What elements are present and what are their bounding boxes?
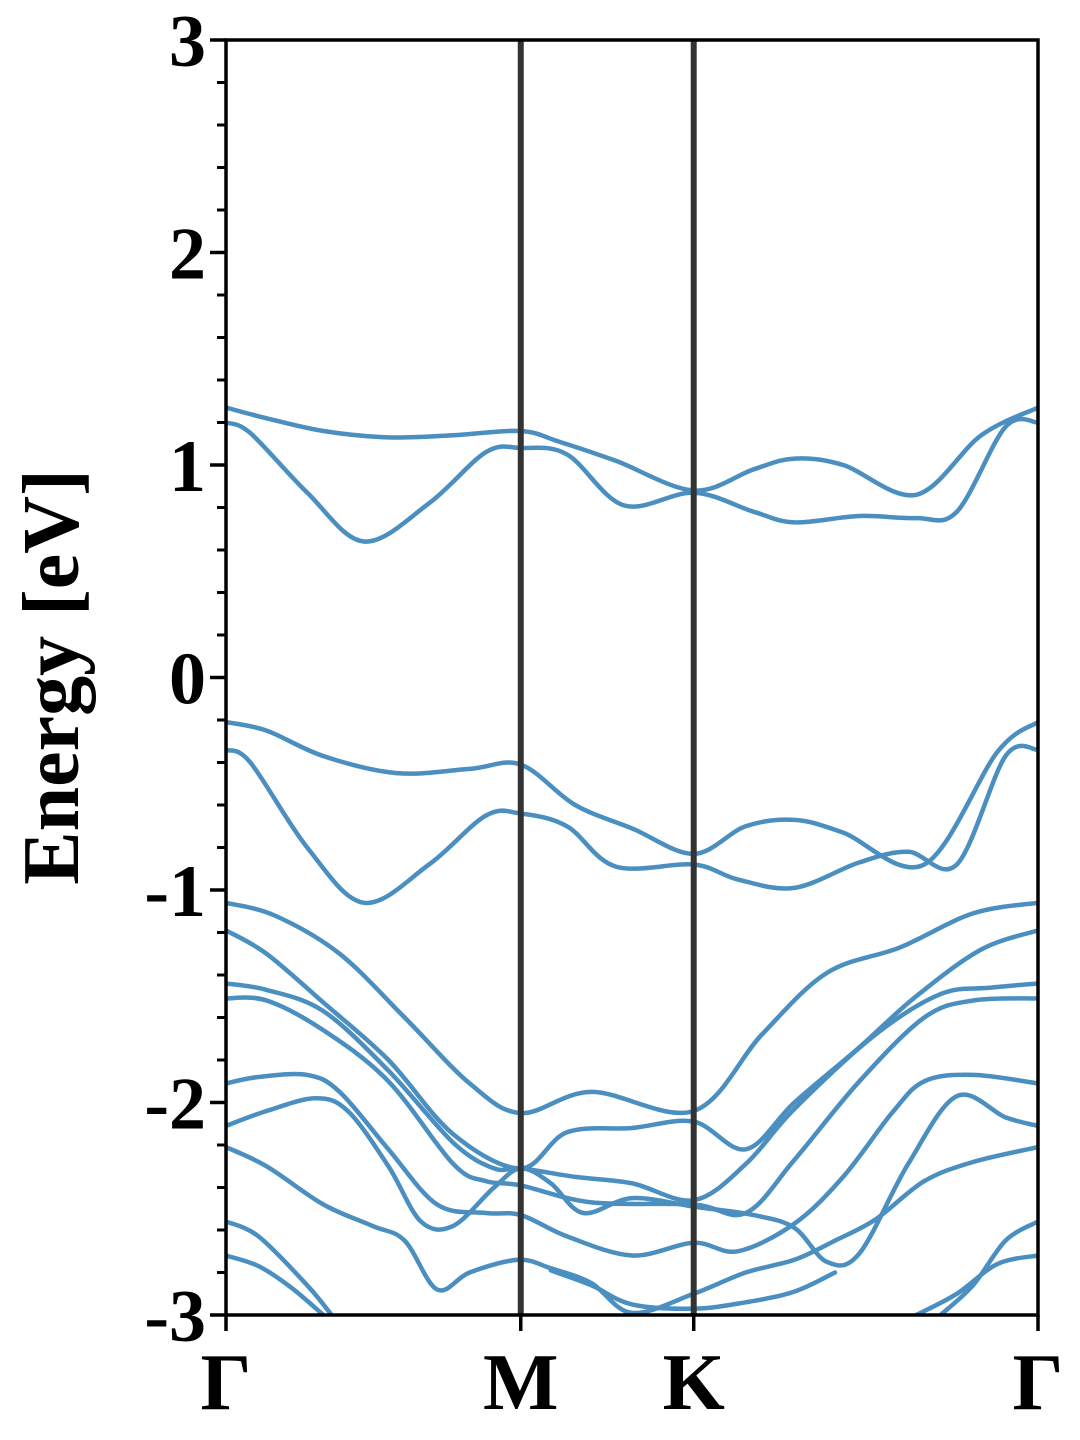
y-tick-label: -1	[144, 851, 206, 933]
band-line-6	[226, 928, 1038, 1171]
y-tick-label: 1	[169, 426, 206, 508]
y-major-ticks	[210, 38, 1040, 1331]
band-line-11	[226, 1144, 1038, 1315]
band-line-9	[226, 1071, 1038, 1258]
plot-frame	[224, 38, 1040, 1317]
band-line-13	[226, 1253, 326, 1315]
band-line-7	[226, 981, 1038, 1203]
band-line-10	[226, 1092, 1038, 1268]
band-line-15	[913, 1253, 1038, 1315]
y-axis-label: Energy [eV]	[8, 469, 96, 884]
band-line-8	[226, 995, 1038, 1218]
y-tick-labels: 3 2 1 0 -1 -2 -3	[144, 1, 206, 1358]
band-line-12	[226, 1219, 334, 1315]
kpoint-label-3: K	[663, 1339, 725, 1427]
y-tick-label: -2	[144, 1064, 206, 1146]
y-tick-label: 2	[169, 214, 206, 296]
kpoint-label-4: Γ	[1013, 1339, 1064, 1427]
band-line-5	[226, 900, 1038, 1116]
kpoint-label-1: Γ	[201, 1339, 252, 1427]
kpoint-label-2: M	[483, 1339, 559, 1427]
y-minor-ticks	[217, 81, 226, 1274]
band-line-1	[226, 405, 1038, 498]
y-tick-label: 0	[169, 639, 206, 721]
band-line-3	[226, 719, 1038, 870]
band-line-2	[226, 416, 1038, 544]
kpath-vertical-lines	[517, 40, 697, 1315]
y-tick-label: 3	[169, 1, 206, 83]
band-line-16	[938, 1219, 1038, 1315]
band-lines	[226, 405, 1038, 1315]
y-tick-label: -3	[144, 1276, 206, 1358]
band-line-4	[226, 743, 1038, 906]
